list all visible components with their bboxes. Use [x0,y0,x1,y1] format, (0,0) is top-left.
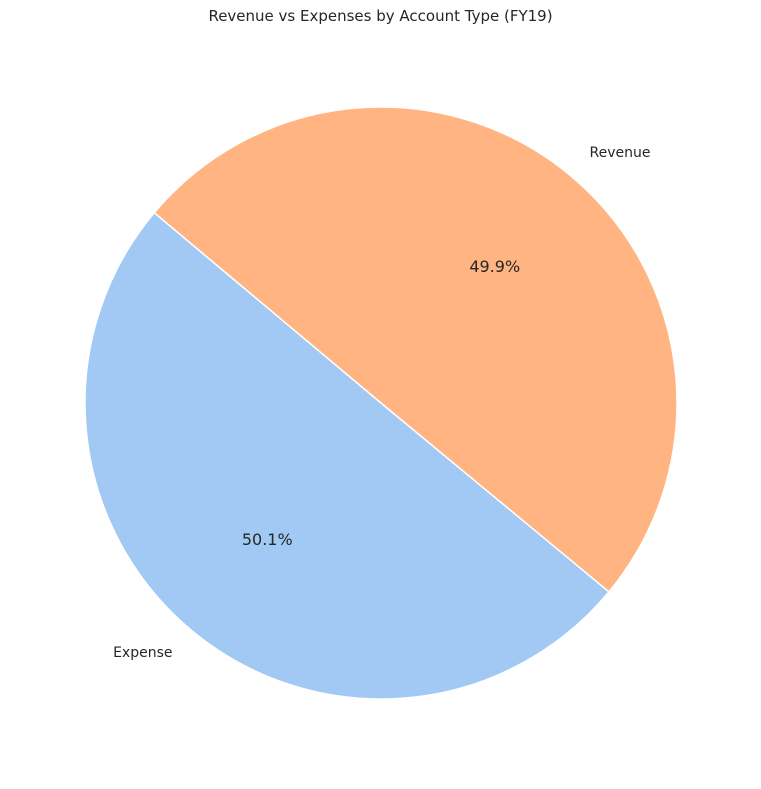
slice-label-revenue: Revenue [590,145,651,161]
pie-slice-revenue [153,106,678,593]
percent-label-expense: 50.1% [242,530,293,549]
pie-slice-expense [84,211,610,700]
chart-title: Revenue vs Expenses by Account Type (FY1… [208,7,553,25]
slice-label-expense: Expense [113,645,172,661]
percent-label-revenue: 49.9% [469,257,520,276]
